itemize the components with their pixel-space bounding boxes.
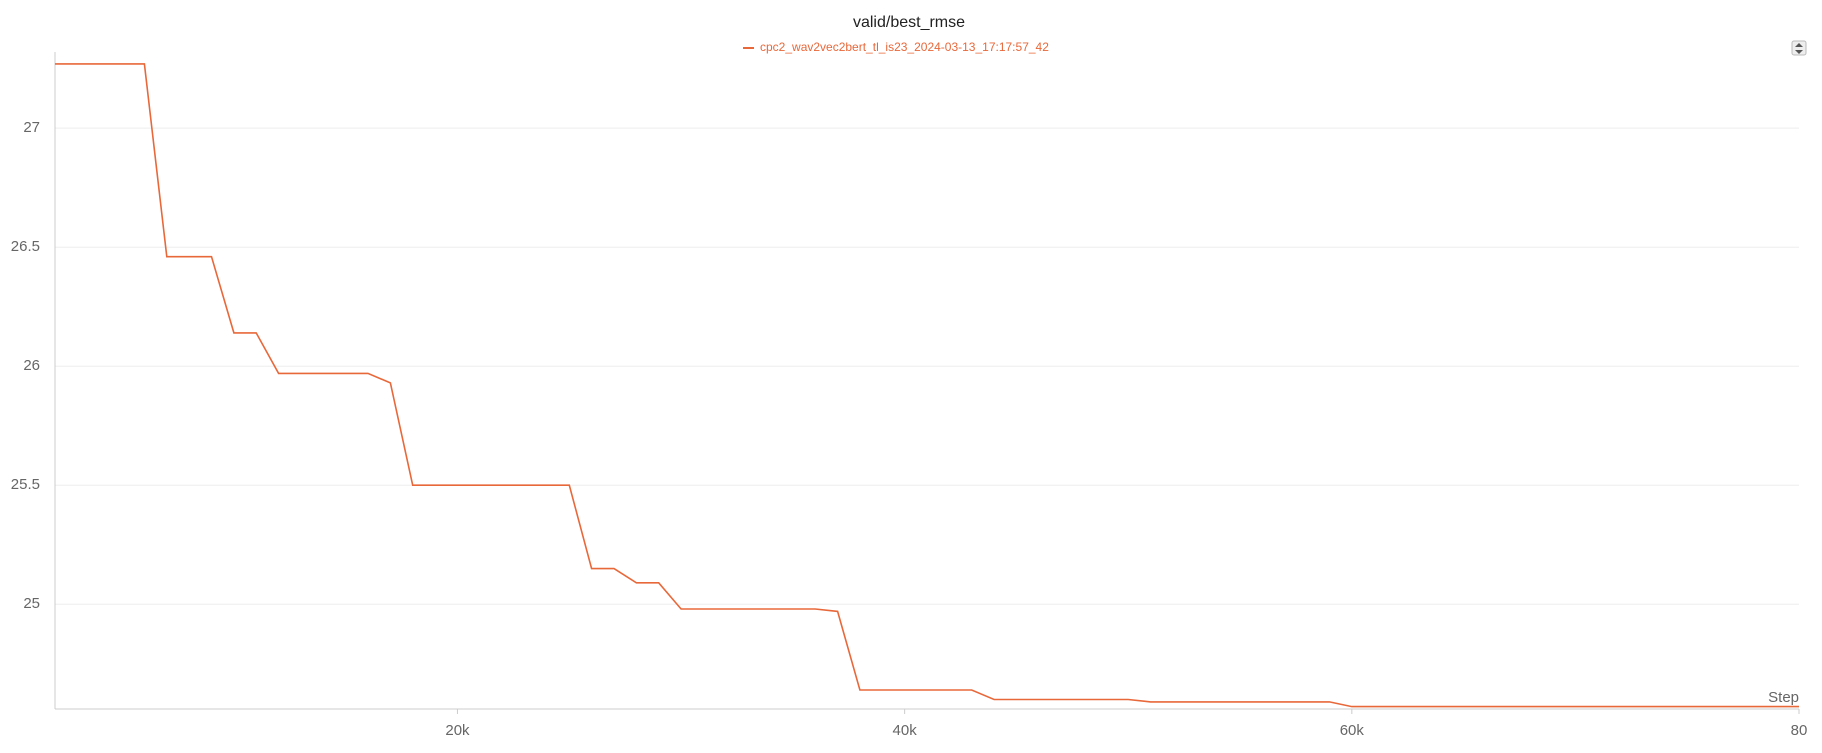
y-tick-label: 25 [23,595,40,612]
scroll-icon[interactable] [1791,40,1807,56]
x-axis-label: Step [1768,689,1799,706]
x-tick-label: 80 [1791,722,1808,739]
series-line [55,63,1799,708]
legend-label: cpc2_wav2vec2bert_tl_is23_2024-03-13_17:… [760,40,1049,54]
y-tick-label: 26 [23,357,40,374]
x-tick-label: 60k [1340,722,1365,739]
icon-arrows [1795,43,1803,54]
y-tick-label: 26.5 [11,238,40,255]
y-tick-label: 27 [23,119,40,136]
x-tick-label: 20k [445,722,470,739]
chart-title: valid/best_rmse [853,14,965,31]
icon-frame [1791,40,1807,56]
y-tick-label: 25.5 [11,476,40,493]
x-tick-label: 40k [893,722,918,739]
